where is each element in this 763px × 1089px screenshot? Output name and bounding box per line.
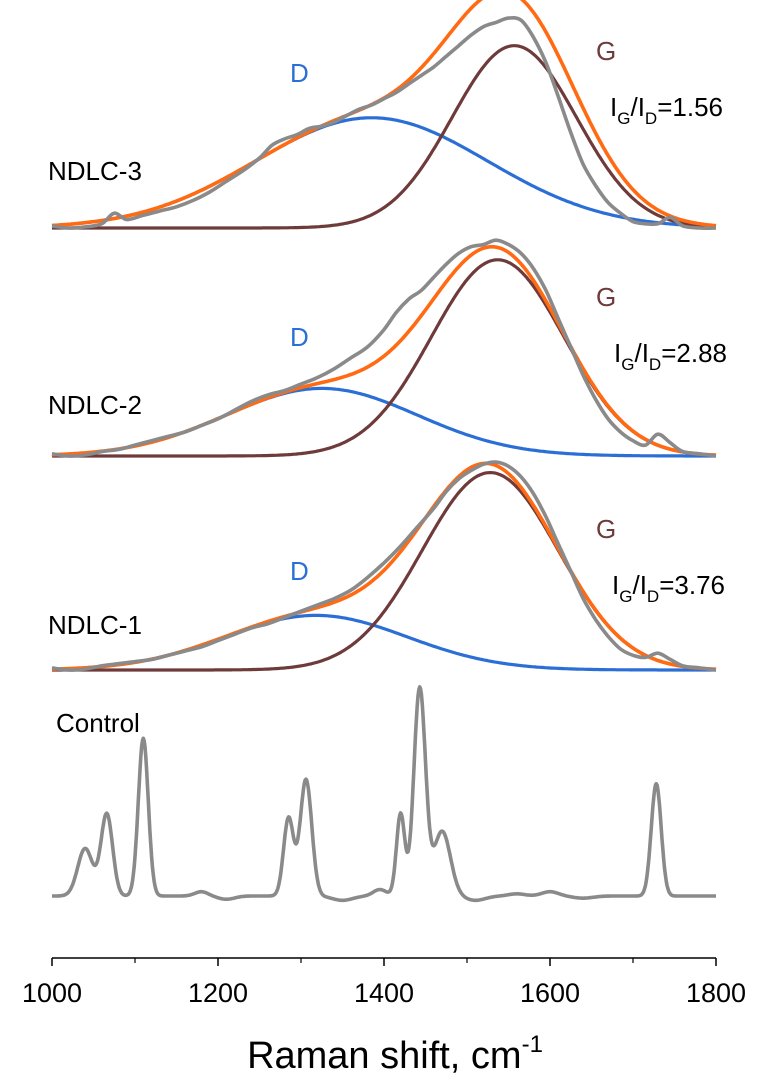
sample-label: NDLC-2 <box>48 390 142 420</box>
ratio-value: =2.88 <box>661 338 727 368</box>
x-tick-label: 1000 <box>22 978 82 1008</box>
g-band-fit-line <box>52 44 716 230</box>
x-axis: 1000 1200 1400 1600 1800 <box>22 957 746 1008</box>
x-tick-label: 1400 <box>354 978 414 1008</box>
d-band-label: D <box>290 556 309 586</box>
ig-id-ratio-label: IG/ID=3.76 <box>612 570 725 606</box>
x-axis-label: Raman shift, cm-1 <box>247 1031 543 1077</box>
ratio-sub-d: D <box>647 587 659 606</box>
x-tick-label: 1200 <box>188 978 248 1008</box>
g-band-label: G <box>596 36 616 66</box>
ratio-slash-i: /I <box>630 92 644 122</box>
x-axis-label-superscript: -1 <box>522 1031 543 1058</box>
cumulative-fit-line <box>51 461 717 671</box>
d-band-fit-line <box>51 386 716 458</box>
x-axis-label-text: Raman shift, cm <box>247 1035 522 1077</box>
g-band-label: G <box>596 282 616 312</box>
plot-area: NDLC-3DGIG/ID=1.56NDLC-2DGIG/ID=2.88NDLC… <box>48 0 727 903</box>
ratio-sub-g: G <box>621 355 634 374</box>
ig-id-ratio-label: IG/ID=2.88 <box>614 338 727 374</box>
measured-spectrum-line <box>51 16 717 230</box>
measured-spectrum-line <box>51 238 717 458</box>
ig-id-ratio-label: IG/ID=1.56 <box>610 92 723 128</box>
ratio-i1: I <box>610 92 617 122</box>
d-band-label: D <box>290 58 309 88</box>
d-band-fit-line <box>51 613 716 672</box>
control-spectrum-line <box>51 685 717 903</box>
ratio-sub-d: D <box>645 109 657 128</box>
ratio-i1: I <box>612 570 619 600</box>
ratio-slash-i: /I <box>634 338 648 368</box>
ratio-value: =1.56 <box>657 92 723 122</box>
sample-label: NDLC-3 <box>48 156 142 186</box>
x-tick-label: 1600 <box>520 978 580 1008</box>
g-band-label: G <box>596 514 616 544</box>
ratio-sub-g: G <box>619 587 632 606</box>
ratio-sub-d: D <box>649 355 661 374</box>
d-band-label: D <box>290 322 309 352</box>
sample-label: NDLC-1 <box>48 610 142 640</box>
ratio-sub-g: G <box>617 109 630 128</box>
ratio-value: =3.76 <box>659 570 725 600</box>
sample-label: Control <box>56 708 140 738</box>
x-tick-marks <box>51 958 717 966</box>
measured-spectrum-line <box>51 460 717 672</box>
x-tick-label: 1800 <box>686 978 746 1008</box>
ratio-i1: I <box>614 338 621 368</box>
panel-control: Control <box>51 685 717 903</box>
ratio-slash-i: /I <box>632 570 646 600</box>
x-tick-labels: 1000 1200 1400 1600 1800 <box>22 978 746 1008</box>
